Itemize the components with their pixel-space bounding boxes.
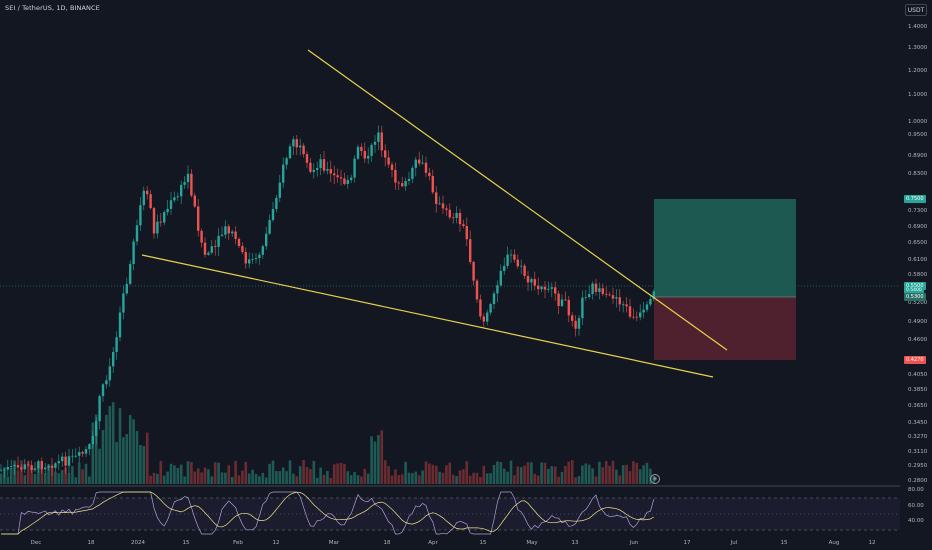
price-tick: 0.6500	[908, 240, 928, 246]
price-tick: 0.2800	[908, 478, 928, 484]
date-tick: 18	[383, 540, 391, 546]
date-tick: 13	[571, 540, 579, 546]
price-tick: 0.3650	[908, 403, 928, 409]
price-tick: 0.4050	[908, 372, 928, 378]
lower-trendline[interactable]	[141, 254, 714, 378]
date-tick: Jul	[730, 540, 738, 546]
current-price-label-sub: 0.5400	[904, 288, 924, 294]
price-tick: 0.4600	[908, 337, 928, 343]
date-tick: May	[526, 540, 538, 546]
price-tick: 1.2000	[908, 68, 928, 74]
target-price-label: 0.7500	[904, 195, 926, 203]
price-tick: 0.9500	[908, 132, 928, 138]
date-tick: Feb	[233, 540, 243, 546]
stop-price-label: 0.4270	[904, 356, 926, 364]
date-tick: 18	[87, 540, 95, 546]
rsi-line	[1, 491, 655, 535]
rsi-tick: 60.00	[908, 503, 924, 509]
price-tick: 0.3110	[908, 449, 928, 455]
price-tick: 0.5800	[908, 272, 928, 278]
date-tick: Apr	[428, 540, 438, 546]
target-zone[interactable]	[654, 199, 796, 297]
price-tick: 0.5200	[908, 300, 928, 306]
eye-icon[interactable]: ◉	[650, 474, 660, 484]
stop-zone[interactable]	[654, 297, 796, 360]
price-tick: 0.3850	[908, 387, 928, 393]
price-tick: 0.2950	[908, 463, 928, 469]
price-tick: 0.4900	[908, 319, 928, 325]
date-tick: 2024	[131, 540, 145, 546]
rsi-band	[0, 498, 900, 530]
entry-price-label: 0.5300	[904, 293, 926, 301]
price-tick: 0.8300	[908, 171, 928, 177]
upper-trendline[interactable]	[307, 49, 728, 351]
candles	[0, 125, 655, 478]
date-tick: 12	[868, 540, 876, 546]
rsi-ma-line	[1, 491, 654, 535]
rsi-tick: 80.00	[908, 487, 924, 493]
date-tick: 17	[683, 540, 691, 546]
price-tick: 0.6100	[908, 257, 928, 263]
current-price-label-top: 0.5500	[904, 282, 926, 290]
volume-bars	[0, 402, 656, 484]
date-tick: 15	[182, 540, 190, 546]
price-tick: 0.6900	[908, 224, 928, 230]
rsi-tick: 40.00	[908, 518, 924, 524]
currency-badge[interactable]: USDT	[905, 4, 927, 16]
price-tick: 0.7300	[908, 208, 928, 214]
symbol-title[interactable]: SEI / TetherUS, 1D, BINANCE	[5, 4, 100, 12]
date-tick: Aug	[828, 540, 840, 546]
price-tick: 0.3270	[908, 434, 928, 440]
price-tick: 1.0000	[908, 119, 928, 125]
date-tick: 12	[272, 540, 280, 546]
date-tick: Mar	[328, 540, 340, 546]
date-tick: Jun	[629, 540, 639, 546]
price-tick: 0.8900	[908, 153, 928, 159]
price-tick: 0.3450	[908, 420, 928, 426]
date-tick: Dec	[30, 540, 42, 546]
price-tick: 1.4000	[908, 24, 928, 30]
price-tick: 1.1000	[908, 92, 928, 98]
date-tick: 15	[479, 540, 487, 546]
price-tick: 1.3000	[908, 45, 928, 51]
date-tick: 15	[780, 540, 788, 546]
